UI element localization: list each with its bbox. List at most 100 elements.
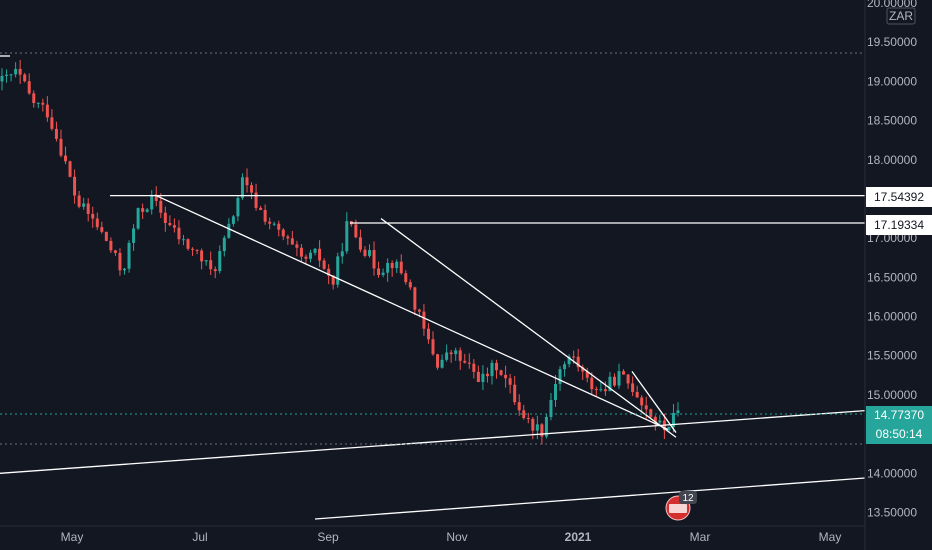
candle-body	[204, 260, 208, 262]
candle-body	[426, 328, 430, 340]
candle-body	[14, 68, 18, 75]
candle-body	[481, 373, 485, 383]
candle-body	[191, 248, 195, 250]
channel-upper-line[interactable]	[154, 194, 669, 431]
candle-body	[422, 311, 426, 329]
candle-body	[472, 363, 476, 372]
candle-body	[458, 350, 462, 361]
candle-body	[73, 176, 77, 196]
candle-body	[268, 221, 272, 224]
time-axis[interactable]: May Jul Sep Nov 2021 Mar May	[0, 525, 865, 544]
candle-body	[236, 197, 240, 217]
candle-body	[331, 275, 335, 285]
candle-body	[95, 218, 99, 228]
candle-body	[150, 194, 154, 210]
price-axis-panel[interactable]	[865, 0, 932, 550]
currency-label-box	[886, 7, 916, 25]
candle-body	[531, 418, 535, 431]
candle-body	[222, 237, 226, 252]
time-label-sep: Sep	[317, 530, 339, 544]
candle-body	[395, 261, 399, 269]
candle-body	[413, 287, 417, 310]
candle-body	[617, 371, 621, 386]
candle-body	[45, 104, 49, 118]
candle-body	[445, 352, 449, 360]
last-price-tag[interactable]: 14.77370 08:50:14	[866, 406, 932, 444]
candle-body	[504, 374, 508, 379]
candle-body	[181, 239, 185, 241]
candle-body	[0, 75, 4, 82]
candle-body	[535, 424, 539, 431]
time-label-nov: Nov	[446, 530, 467, 544]
price-tick-label: 18.50000	[867, 114, 917, 128]
candle-body	[436, 354, 440, 368]
candle-body	[676, 410, 680, 414]
candle-body	[640, 397, 644, 406]
price-tag-level-2-text: 17.19334	[874, 218, 924, 232]
time-label-may-2021: May	[819, 530, 842, 544]
price-tick-label: 19.00000	[867, 74, 917, 88]
candle-body	[54, 128, 58, 139]
candle-body	[59, 138, 63, 156]
candle-body	[567, 356, 571, 365]
candle-body	[377, 268, 381, 276]
candle-body	[309, 252, 313, 259]
candle-body	[599, 389, 603, 391]
candle-body	[290, 238, 294, 245]
candle-body	[254, 192, 258, 208]
candle-body	[658, 420, 662, 423]
candle-body	[508, 378, 512, 385]
candle-body	[671, 413, 675, 428]
candle-body	[408, 282, 412, 288]
support-trendline[interactable]	[0, 409, 866, 474]
candle-body	[82, 203, 86, 207]
candle-body	[36, 102, 40, 104]
candle-body	[490, 362, 494, 377]
candle-body	[277, 223, 281, 230]
candle-body	[372, 250, 376, 269]
price-tick-label: 18.00000	[867, 153, 917, 167]
candle-body	[626, 374, 630, 384]
candle-body	[231, 216, 235, 224]
candle-body	[77, 195, 81, 207]
candle-body	[517, 402, 521, 411]
earnings-badge[interactable]: 12	[665, 491, 697, 521]
candle-body	[259, 207, 263, 210]
candle-body	[612, 376, 616, 386]
candle-body	[23, 74, 27, 82]
candle-body	[299, 247, 303, 257]
candle-body	[526, 418, 530, 420]
candle-body	[476, 371, 480, 383]
price-tick-label: 20.00000	[867, 0, 917, 10]
candle-body	[186, 239, 190, 249]
candle-body	[141, 208, 145, 212]
candle-body	[209, 260, 213, 270]
candle-body	[495, 362, 499, 371]
price-tag-level-2[interactable]: 17.19334	[866, 215, 932, 235]
time-label-jul: Jul	[192, 530, 207, 544]
candle-body	[136, 208, 140, 229]
channel-lower-line[interactable]	[380, 218, 677, 438]
candle-body	[50, 117, 54, 129]
candle-body	[467, 362, 471, 364]
candle-body	[653, 416, 657, 423]
candle-body	[272, 223, 276, 225]
lower-support-trendline[interactable]	[314, 477, 866, 520]
candle-body	[27, 81, 31, 94]
candle-body	[554, 383, 558, 401]
candle-body	[540, 424, 544, 437]
candle-body	[381, 272, 385, 276]
price-tag-level-1[interactable]: 17.54392	[866, 187, 932, 207]
candle-body	[544, 416, 548, 437]
candle-body	[513, 384, 517, 403]
candle-body	[218, 251, 222, 272]
candle-body	[263, 209, 267, 222]
candle-body	[522, 410, 526, 419]
candle-body	[118, 252, 122, 271]
price-tick-label: 19.50000	[867, 35, 917, 49]
calendar-icon	[669, 504, 687, 513]
candle-body	[631, 383, 635, 392]
candle-body	[558, 369, 562, 384]
wedge-line[interactable]	[631, 371, 677, 433]
